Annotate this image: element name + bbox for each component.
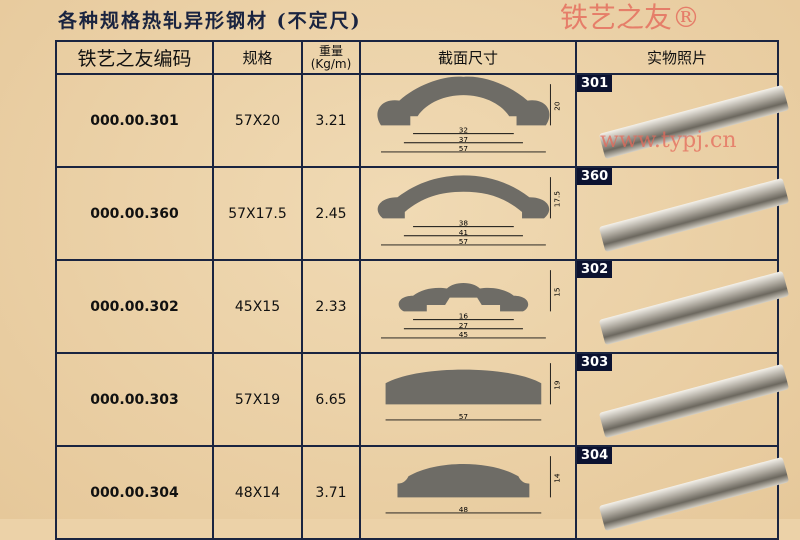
section-drawing: 14 48 [359,445,577,540]
profile-shape [385,369,542,405]
product-photo: 360 [575,166,790,261]
section-drawing: 20 32 37 57 [359,73,577,168]
header-weight: 重量 (Kg/m) [301,40,361,75]
height-label: 15 [553,287,562,297]
steel-bar-image [598,270,790,346]
steel-bar-image [598,456,790,532]
steel-bar-image [598,363,790,439]
product-weight: 2.45 [301,166,361,261]
photo-badge: 301 [577,75,613,92]
photo-badge: 360 [577,168,613,185]
profile-shape [398,282,529,312]
profile-table: 铁艺之友编码 规格 重量 (Kg/m) 截面尺寸 实物照片 000.00.301 … [55,40,790,540]
product-weight: 2.33 [301,259,361,354]
photo-badge: 304 [577,447,613,464]
dimension-label: 57 [459,237,469,246]
table-row: 000.00.301 57X20 3.21 20 32 37 57 301 [55,73,790,168]
product-weight: 3.71 [301,445,361,540]
dimension-label: 45 [459,330,469,339]
product-code: 000.00.301 [55,73,214,168]
section-drawing: 17.5 38 41 57 [359,166,577,261]
photo-badge: 302 [577,261,613,278]
weight-label: 重量 [318,43,343,58]
dimension-label: 38 [459,219,469,228]
dimension-label: 57 [459,412,469,421]
page-title: 各种规格热轧异形钢材 (不定尺) [58,10,362,32]
header-section: 截面尺寸 [359,40,577,75]
product-spec: 45X15 [212,259,303,354]
watermark-url: www.typj.cn [600,128,737,153]
weight-unit: (Kg/m) [310,56,352,71]
dimension-label: 32 [459,126,468,135]
table-row: 000.00.303 57X19 6.65 19 57 303 [55,352,790,447]
product-code: 000.00.302 [55,259,214,354]
table-row: 000.00.302 45X15 2.33 15 16 27 45 302 [55,259,790,354]
dimension-label: 37 [459,135,469,144]
watermark-brand: 铁艺之友® [560,1,701,34]
header-row: 铁艺之友编码 规格 重量 (Kg/m) 截面尺寸 实物照片 [55,40,779,75]
product-weight: 6.65 [301,352,361,447]
header-spec: 规格 [212,40,303,75]
product-photo: 304 [575,445,790,540]
product-photo: 303 [575,352,790,447]
header-photo: 实物照片 [575,40,779,75]
dimension-label: 27 [459,321,469,330]
height-label: 17.5 [553,191,562,208]
dimension-label: 41 [459,228,468,237]
profile-shape [377,76,550,126]
product-spec: 48X14 [212,445,303,540]
dimension-label: 16 [459,312,469,321]
steel-bar-image [598,177,790,253]
height-label: 14 [553,473,562,483]
product-photo: 301 [575,73,790,168]
table-row: 000.00.360 57X17.5 2.45 17.5 38 41 57 360 [55,166,790,261]
product-weight: 3.21 [301,73,361,168]
dimension-label: 57 [459,144,469,153]
product-photo: 302 [575,259,790,354]
photo-badge: 303 [577,354,613,371]
section-drawing: 15 16 27 45 [359,259,577,354]
profile-shape [397,463,530,498]
height-label: 20 [553,101,562,111]
product-code: 000.00.303 [55,352,214,447]
table-row: 000.00.304 48X14 3.71 14 48 304 [55,445,790,540]
product-code: 000.00.304 [55,445,214,540]
dimension-label: 48 [459,505,469,514]
product-spec: 57X17.5 [212,166,303,261]
product-spec: 57X20 [212,73,303,168]
section-drawing: 19 57 [359,352,577,447]
profile-shape [377,175,550,219]
profile-diagram: 14 48 [385,456,562,514]
product-spec: 57X19 [212,352,303,447]
product-code: 000.00.360 [55,166,214,261]
header-code: 铁艺之友编码 [55,40,214,75]
height-label: 19 [553,380,562,390]
